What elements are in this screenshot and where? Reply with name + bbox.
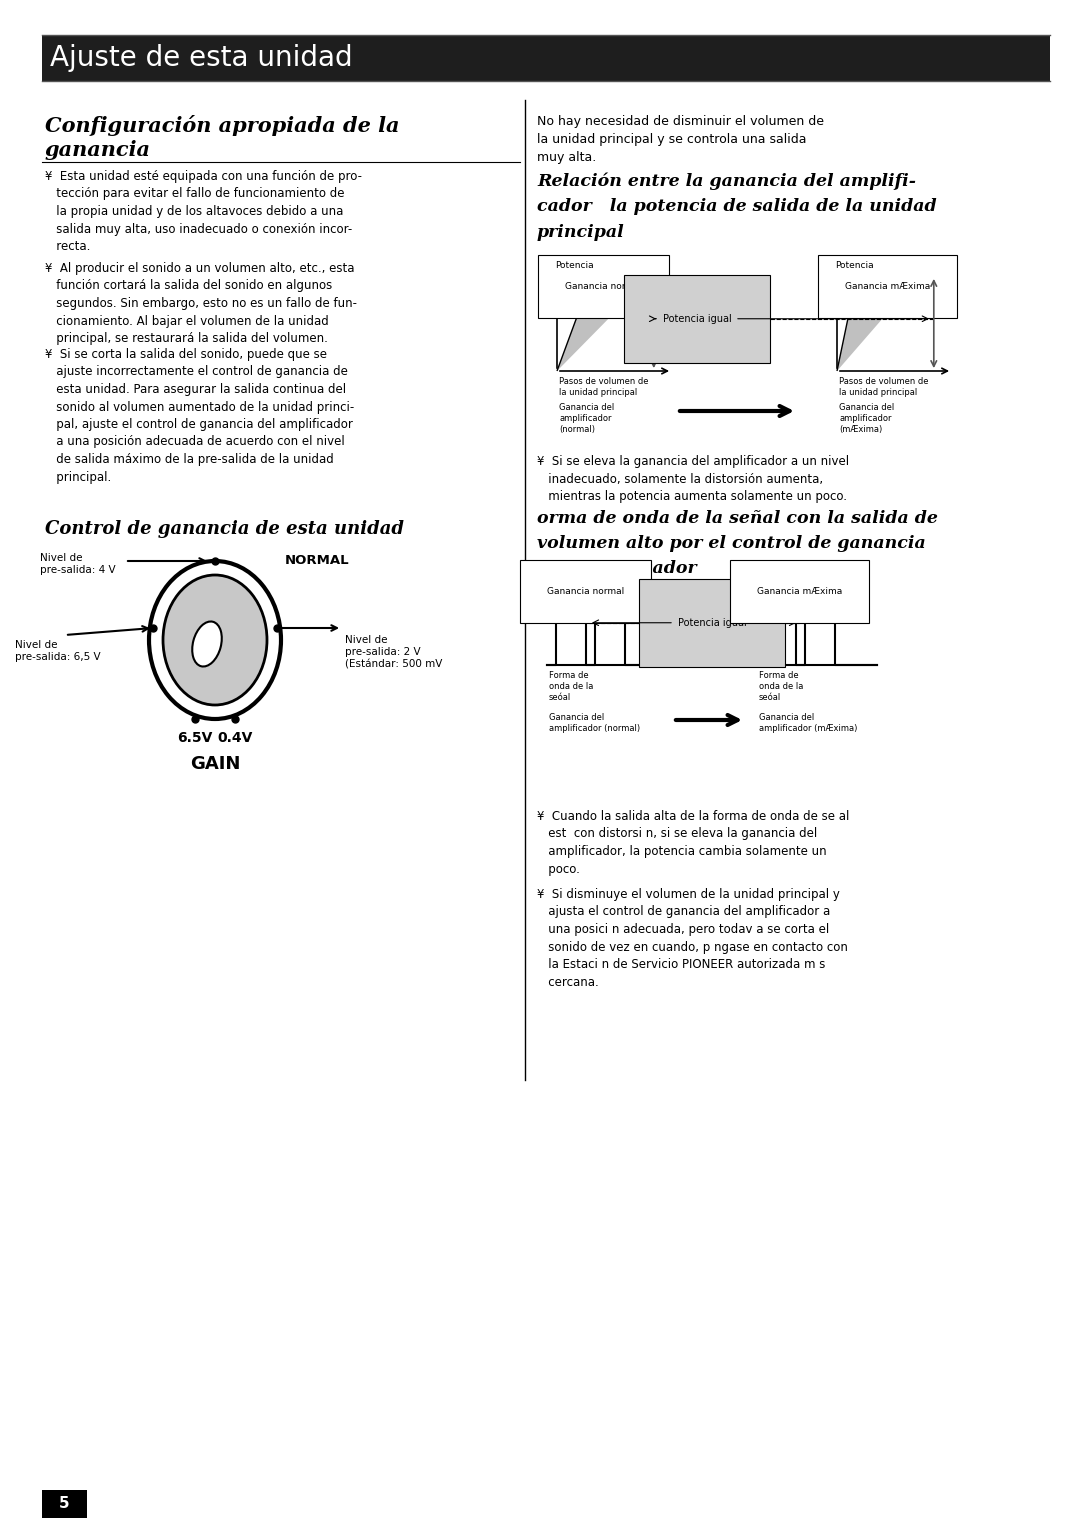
Text: ¥  Cuando la salida alta de la forma de onda de se al
   est  con distorsi n, si: ¥ Cuando la salida alta de la forma de o… [537, 809, 849, 875]
Text: 5: 5 [58, 1496, 69, 1512]
Text: Ganancia del
amplificador
(normal): Ganancia del amplificador (normal) [559, 403, 615, 434]
Text: Ganancia del
amplificador
(mÆxima): Ganancia del amplificador (mÆxima) [839, 403, 894, 434]
Polygon shape [837, 276, 919, 371]
Bar [42, 1490, 87, 1518]
Bar [42, 35, 1050, 81]
Text: Control de ganancia de esta unidad: Control de ganancia de esta unidad [45, 520, 404, 538]
Text: cador   la potencia de salida de la unidad: cador la potencia de salida de la unidad [537, 198, 936, 215]
Text: Potencia igual: Potencia igual [677, 618, 746, 627]
Text: Potencia: Potencia [835, 261, 874, 270]
Text: orma de onda de la señal con la salida de: orma de onda de la señal con la salida d… [537, 510, 937, 527]
Text: ¥  Si se eleva la ganancia del amplificador a un nivel
   inadecuado, solamente : ¥ Si se eleva la ganancia del amplificad… [537, 455, 849, 503]
Text: No hay necesidad de disminuir el volumen de
la unidad principal y se controla un: No hay necesidad de disminuir el volumen… [537, 115, 824, 164]
Text: Ganancia mÆxima: Ganancia mÆxima [845, 282, 930, 291]
Text: ¥  Si disminuye el volumen de la unidad principal y
   ajusta el control de gana: ¥ Si disminuye el volumen de la unidad p… [537, 888, 848, 989]
Text: 0.4V: 0.4V [217, 731, 253, 745]
Ellipse shape [163, 575, 267, 705]
Text: Ganancia del
amplificador (normal): Ganancia del amplificador (normal) [549, 713, 640, 733]
Text: ganancia: ganancia [45, 140, 151, 159]
Text: principal: principal [537, 224, 624, 241]
Text: Pasos de volumen de
la unidad principal: Pasos de volumen de la unidad principal [839, 377, 929, 397]
Text: del amplificador: del amplificador [537, 560, 697, 576]
Text: NORMAL: NORMAL [285, 555, 350, 567]
Text: Configuración apropiada de la: Configuración apropiada de la [45, 115, 400, 136]
Text: Pasos de volumen de
la unidad principal: Pasos de volumen de la unidad principal [559, 377, 648, 397]
Ellipse shape [149, 561, 281, 719]
Text: Potencia igual: Potencia igual [663, 314, 731, 323]
Ellipse shape [192, 621, 221, 667]
Text: Forma de
onda de la
seóal: Forma de onda de la seóal [759, 671, 804, 702]
Text: Ganancia mÆxima: Ganancia mÆxima [757, 587, 842, 596]
Text: Ganancia del
amplificador (mÆxima): Ganancia del amplificador (mÆxima) [759, 713, 858, 733]
Polygon shape [557, 276, 650, 371]
Text: Relación entre la ganancia del amplifi-: Relación entre la ganancia del amplifi- [537, 172, 916, 190]
Text: Forma de
onda de la
seóal: Forma de onda de la seóal [549, 671, 593, 702]
Text: ¥  Si se corta la salida del sonido, puede que se
   ajuste incorrectamente el c: ¥ Si se corta la salida del sonido, pued… [45, 348, 354, 483]
Text: ¥  Al producir el sonido a un volumen alto, etc., esta
   función cortará la sal: ¥ Al producir el sonido a un volumen alt… [45, 262, 357, 345]
Text: Ganancia normal: Ganancia normal [565, 282, 643, 291]
Text: GAIN: GAIN [190, 754, 240, 773]
Text: ¥  Esta unidad esté equipada con una función de pro-
   tección para evitar el f: ¥ Esta unidad esté equipada con una func… [45, 170, 362, 253]
Text: Ganancia normal: Ganancia normal [546, 587, 624, 596]
Text: volumen alto por el control de ganancia: volumen alto por el control de ganancia [537, 535, 926, 552]
Text: Nivel de
pre-salida: 6,5 V: Nivel de pre-salida: 6,5 V [15, 639, 100, 662]
Text: Ajuste de esta unidad: Ajuste de esta unidad [50, 44, 353, 72]
Text: Potencia: Potencia [555, 261, 594, 270]
Text: 6.5V: 6.5V [177, 731, 213, 745]
Text: Nivel de
pre-salida: 4 V: Nivel de pre-salida: 4 V [40, 553, 116, 575]
Text: Nivel de
pre-salida: 2 V
(Estándar: 500 mV: Nivel de pre-salida: 2 V (Estándar: 500 … [345, 635, 443, 670]
